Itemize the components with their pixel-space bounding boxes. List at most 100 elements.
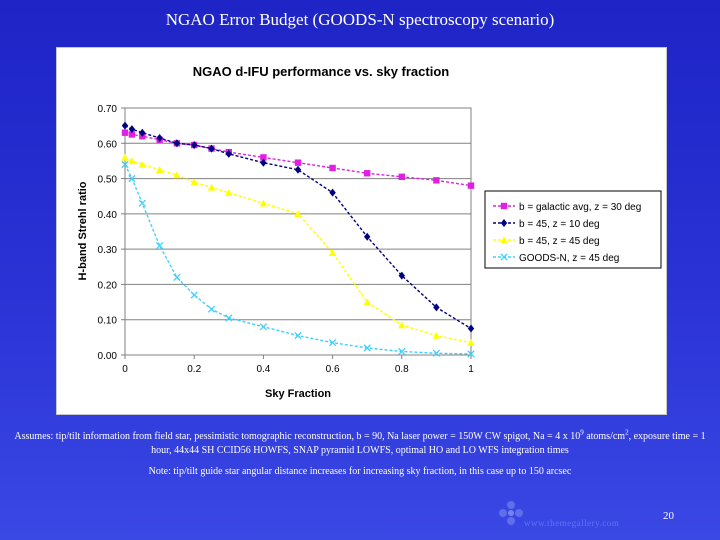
data-point-stroke (121, 160, 129, 169)
data-point (260, 158, 267, 167)
data-point (191, 141, 198, 150)
page-number: 20 (663, 510, 674, 522)
data-point (173, 273, 181, 282)
data-point (139, 128, 146, 137)
data-point (128, 157, 136, 165)
chart-title: NGAO d-IFU performance vs. sky fraction (193, 64, 450, 79)
data-point (398, 173, 405, 181)
data-point (155, 241, 164, 250)
series-4 (121, 160, 475, 358)
assumptions-text: Assumes: tip/tilt information from field… (10, 428, 710, 458)
series-line (124, 125, 472, 330)
data-point-stroke (259, 323, 268, 331)
data-point (259, 199, 268, 207)
data-point-stroke (500, 253, 508, 261)
legend-label: b = 45, z = 45 deg (519, 236, 600, 247)
legend-marker (500, 202, 508, 210)
data-point (121, 160, 129, 169)
logo-icon (499, 501, 523, 525)
x-tick-label: 0.4 (256, 364, 270, 375)
data-point (121, 129, 129, 136)
series-line (124, 156, 472, 344)
slide-title: NGAO Error Budget (GOODS-N spectroscopy … (165, 10, 555, 29)
legend-marker (500, 219, 508, 227)
legend-label: b = 45, z = 10 deg (519, 219, 600, 230)
data-point (467, 338, 475, 346)
y-tick-label: 0.30 (98, 245, 118, 256)
data-point (128, 125, 136, 134)
data-point (207, 305, 216, 313)
y-tick-label: 0.60 (98, 139, 118, 150)
data-point-stroke (207, 305, 216, 313)
data-point (328, 248, 337, 256)
data-point (294, 159, 302, 166)
assumptions-part3: , exposure time = 1 hour, 44x44 SH CCID5… (151, 431, 706, 456)
data-point (329, 164, 336, 172)
legend-marker (500, 253, 508, 261)
data-point (363, 344, 371, 352)
y-tick-label: 0.20 (98, 280, 118, 291)
legend-entry: b = 45, z = 10 deg (493, 219, 600, 230)
data-point (364, 232, 371, 241)
data-point (467, 182, 475, 189)
data-point-stroke (225, 314, 233, 322)
legend-entry: GOODS-N, z = 45 deg (493, 253, 619, 264)
data-point (294, 331, 302, 340)
data-point (121, 121, 129, 130)
assumptions-part1: Assumes: tip/tilt information from field… (14, 431, 581, 442)
x-tick-label: 0.6 (326, 364, 340, 375)
x-tick-label: 0.8 (395, 364, 409, 375)
data-point (155, 166, 164, 173)
legend-label: GOODS-N, z = 45 deg (519, 253, 619, 264)
data-point (294, 165, 302, 174)
data-point (398, 321, 406, 329)
data-point (363, 298, 371, 306)
data-point (259, 323, 268, 331)
legend-box (484, 190, 662, 269)
data-point-stroke (138, 199, 146, 207)
data-point (398, 271, 405, 280)
data-point (128, 131, 136, 138)
data-point (207, 183, 216, 191)
data-point (225, 188, 233, 196)
y-tick-label: 0.40 (98, 210, 118, 221)
data-point-stroke (363, 344, 371, 352)
data-point (433, 303, 440, 312)
data-point (138, 199, 146, 207)
data-point-stroke (155, 241, 164, 250)
assumptions-part2: atoms/cm (586, 431, 626, 442)
data-point (432, 349, 441, 357)
x-tick-label: 1 (468, 364, 474, 375)
legend-entry: b = 45, z = 45 deg (493, 236, 600, 247)
data-point-stroke (173, 273, 181, 282)
data-point-stroke (190, 291, 198, 299)
note-text: Note: tip/tilt guide star angular distan… (148, 466, 572, 477)
chart-frame: NGAO d-IFU performance vs. sky fraction … (56, 47, 667, 415)
data-point (138, 160, 146, 168)
data-point (128, 174, 136, 183)
data-point (173, 171, 181, 179)
logo-text: www.themegallery.com (524, 518, 620, 528)
y-tick-label: 0.50 (98, 175, 118, 186)
data-point (432, 331, 441, 339)
data-point (225, 314, 233, 322)
data-point-stroke (467, 350, 475, 358)
x-tick-label: 0.2 (187, 364, 201, 375)
data-point (433, 177, 440, 184)
data-point (173, 139, 181, 148)
data-point (190, 178, 198, 186)
data-point (225, 149, 232, 158)
x-axis-label: Sky Fraction (265, 388, 331, 400)
data-point (398, 347, 406, 356)
data-point (190, 291, 198, 299)
data-point (329, 188, 336, 197)
data-point (467, 324, 475, 333)
legend-entry: b = galactic avg, z = 30 deg (493, 202, 641, 213)
data-point (260, 154, 267, 161)
series-2 (121, 121, 475, 333)
data-point-stroke (328, 338, 337, 347)
legend-marker (500, 236, 508, 244)
data-point (294, 210, 302, 218)
assumptions-exponent: 9 (580, 428, 584, 437)
series-3 (121, 153, 475, 346)
